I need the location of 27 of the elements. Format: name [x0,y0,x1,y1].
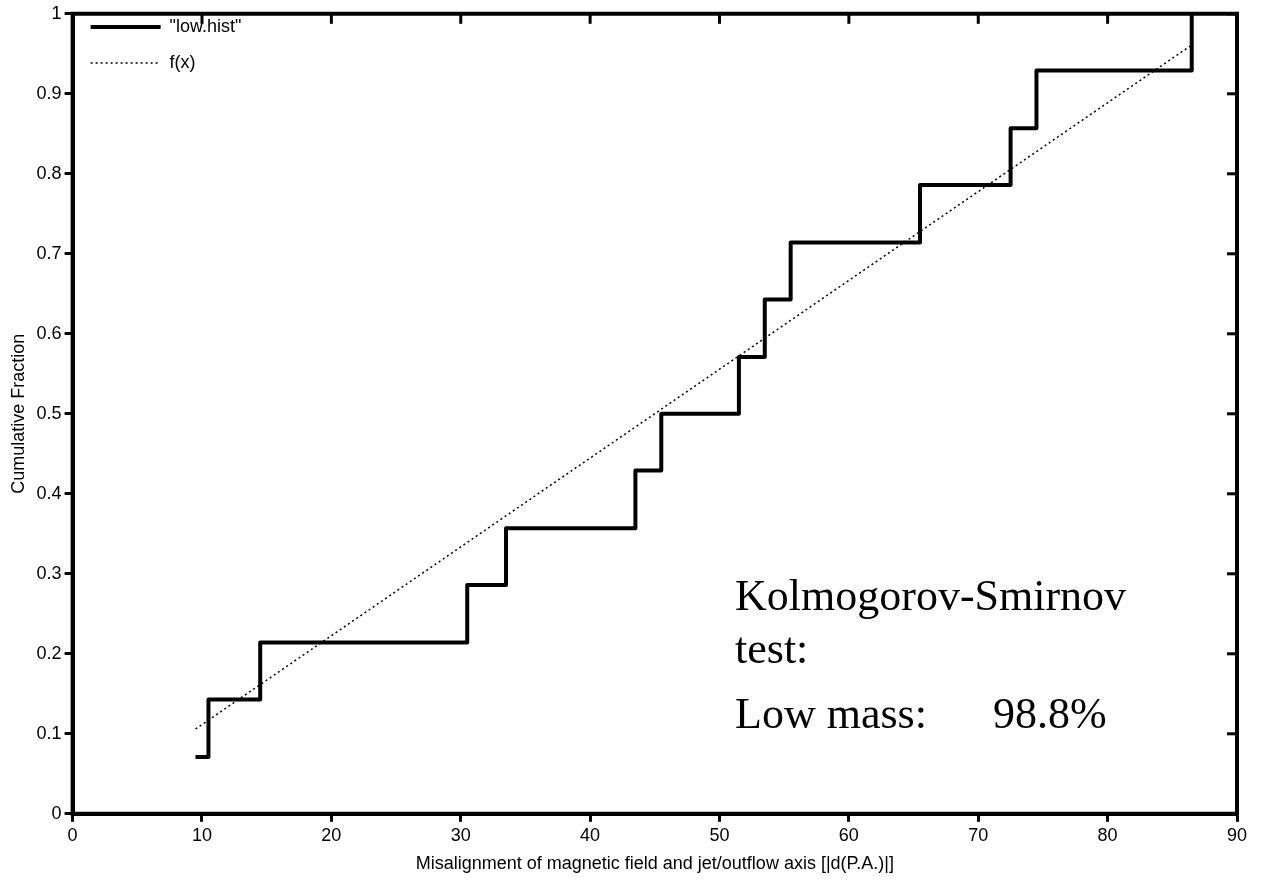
y-tick-label: 0.3 [36,562,62,583]
x-tick-label: 30 [450,824,471,845]
y-tick-label: 1 [51,2,62,23]
x-tick-label: 10 [191,824,213,845]
y-tick-label: 0.2 [36,642,62,663]
x-tick-label: 60 [838,824,859,845]
y-tick-label: 0.8 [36,162,62,183]
legend-label: "low.hist" [169,15,242,36]
x-tick-label: 70 [968,824,989,845]
x-tick-label: 90 [1226,824,1248,845]
y-tick-label: 0.4 [36,482,62,503]
annotation: Kolmogorov-Smirnov test: [735,570,1128,675]
y-tick-label: 0.5 [36,402,62,423]
x-axis-title: Misalignment of magnetic field and jet/outflow axis [|d(P.A.)|] [415,853,894,874]
x-tick-label: 20 [321,824,342,845]
x-tick-label: 50 [709,824,730,845]
annotation: Low mass: 98.8% [735,687,1108,740]
y-tick-label: 0.7 [36,242,62,263]
y-tick-label: 0 [51,802,62,823]
y-tick-label: 0.1 [36,722,62,743]
y-tick-label: 0.9 [36,82,62,103]
x-tick-label: 40 [580,824,601,845]
legend-label: f(x) [169,51,196,72]
y-tick-label: 0.6 [36,322,62,343]
x-tick-label: 80 [1097,824,1118,845]
x-tick-label: 0 [67,824,78,845]
y-axis-title: Cumulative Fraction [7,333,28,494]
